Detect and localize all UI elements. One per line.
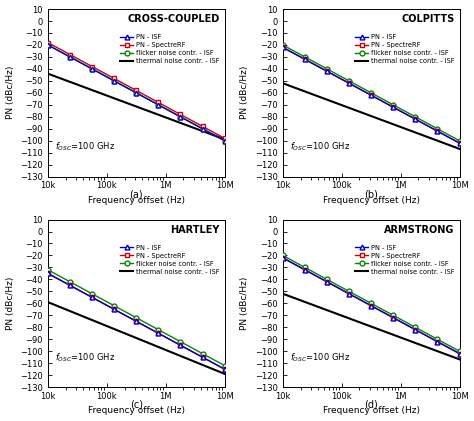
X-axis label: Frequency offset (Hz): Frequency offset (Hz) — [323, 196, 419, 205]
Text: $f_{OSC}$=100 GHz: $f_{OSC}$=100 GHz — [55, 141, 115, 153]
Text: $f_{OSC}$=100 GHz: $f_{OSC}$=100 GHz — [55, 351, 115, 364]
Text: (d): (d) — [365, 400, 378, 410]
Text: $f_{OSC}$=100 GHz: $f_{OSC}$=100 GHz — [290, 351, 350, 364]
Text: CROSS-COUPLED: CROSS-COUPLED — [127, 14, 219, 24]
Y-axis label: PN (dBc/Hz): PN (dBc/Hz) — [6, 277, 15, 330]
Text: HARTLEY: HARTLEY — [170, 224, 219, 234]
Y-axis label: PN (dBc/Hz): PN (dBc/Hz) — [6, 66, 15, 120]
Text: (a): (a) — [129, 189, 143, 199]
Legend: PN - ISF, PN - SpectreRF, flicker noise contr. - ISF, thermal noise contr. - ISF: PN - ISF, PN - SpectreRF, flicker noise … — [120, 34, 219, 64]
X-axis label: Frequency offset (Hz): Frequency offset (Hz) — [323, 406, 419, 416]
Text: (c): (c) — [130, 400, 143, 410]
Text: (b): (b) — [364, 189, 378, 199]
Legend: PN - ISF, PN - SpectreRF, flicker noise contr. - ISF, thermal noise contr. - ISF: PN - ISF, PN - SpectreRF, flicker noise … — [355, 245, 455, 274]
Y-axis label: PN (dBc/Hz): PN (dBc/Hz) — [240, 277, 249, 330]
Legend: PN - ISF, PN - SpectreRF, flicker noise contr. - ISF, thermal noise contr. - ISF: PN - ISF, PN - SpectreRF, flicker noise … — [355, 34, 455, 64]
Text: ARMSTRONG: ARMSTRONG — [384, 224, 454, 234]
Text: COLPITTS: COLPITTS — [401, 14, 454, 24]
X-axis label: Frequency offset (Hz): Frequency offset (Hz) — [88, 196, 185, 205]
Y-axis label: PN (dBc/Hz): PN (dBc/Hz) — [240, 66, 249, 120]
X-axis label: Frequency offset (Hz): Frequency offset (Hz) — [88, 406, 185, 416]
Text: $f_{OSC}$=100 GHz: $f_{OSC}$=100 GHz — [290, 141, 350, 153]
Legend: PN - ISF, PN - SpectreRF, flicker noise contr. - ISF, thermal noise contr. - ISF: PN - ISF, PN - SpectreRF, flicker noise … — [120, 245, 219, 274]
